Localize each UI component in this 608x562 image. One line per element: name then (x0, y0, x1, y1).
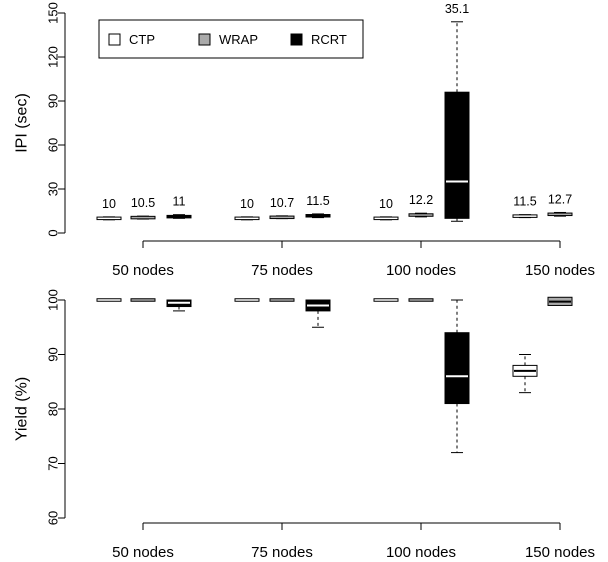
legend-box (98, 19, 364, 59)
x-tick-label: 75 nodes (251, 262, 313, 279)
box-rcrt (305, 214, 331, 218)
box-ctp (512, 214, 538, 218)
median-label: 12.7 (548, 192, 572, 206)
legend-label: CTP (129, 32, 155, 47)
y-tick-label: 90 (46, 94, 61, 108)
box-ctp (96, 216, 122, 221)
legend-label: WRAP (219, 32, 258, 47)
x-tick-label: 150 nodes (525, 544, 595, 561)
box-wrap (269, 215, 295, 220)
y-tick-label: 90 (46, 347, 61, 361)
y-tick-label: 30 (46, 182, 61, 196)
legend-swatch (108, 33, 121, 46)
legend-swatch (290, 33, 303, 46)
median-label: 11.5 (513, 195, 536, 209)
median-label: 11 (173, 195, 186, 209)
y-axis-label: IPI (sec) (14, 93, 31, 153)
median-label: 12.2 (409, 193, 433, 207)
y-tick-label: 100 (46, 289, 61, 311)
box-ctp (234, 298, 260, 302)
box-ctp (373, 216, 399, 221)
box-rcrt (444, 91, 470, 219)
y-tick-label: 120 (46, 46, 61, 68)
box-ctp (373, 298, 399, 302)
y-axis-label: Yield (%) (14, 377, 31, 441)
y-tick-label: 60 (46, 511, 61, 525)
x-tick-label: 50 nodes (112, 262, 174, 279)
median-label: 10 (102, 197, 116, 211)
box-wrap (547, 212, 573, 217)
x-tick-label: 50 nodes (112, 544, 174, 561)
box-wrap (269, 298, 295, 302)
box-ctp (96, 298, 122, 302)
ipi-panel: 0 30 60 90 120 150 IPI (sec) 50 nodes 75 nodes 10… (14, 2, 596, 279)
median-label: 10.7 (270, 196, 294, 210)
legend-label: RCRT (311, 32, 347, 47)
box-wrap (130, 298, 156, 302)
y-tick-label: 0 (46, 229, 61, 236)
y-tick-label: 150 (46, 2, 61, 24)
x-tick-label: 100 nodes (386, 544, 456, 561)
x-tick-label: 150 nodes (525, 262, 595, 279)
box-wrap (130, 215, 156, 220)
median-label: 11.5 (306, 194, 329, 208)
box-ctp (234, 216, 260, 221)
x-tick-label: 100 nodes (386, 262, 456, 279)
box-rcrt (166, 214, 192, 219)
box-wrap (408, 213, 434, 217)
x-tick-label: 75 nodes (251, 544, 313, 561)
box-rcrt (444, 332, 470, 405)
median-label: 10 (379, 197, 393, 211)
median-label: 35.1 (445, 2, 469, 16)
median-label: 10.5 (131, 196, 155, 210)
median-label: 10 (240, 197, 254, 211)
yield-panel: 60 70 80 90 100 Yield (%) 50 nodes 75 nodes 100 … (14, 289, 596, 561)
box-wrap (408, 298, 434, 302)
y-tick-label: 80 (46, 402, 61, 416)
y-tick-label: 60 (46, 138, 61, 152)
legend-swatch (198, 33, 211, 46)
y-tick-label: 70 (46, 456, 61, 470)
